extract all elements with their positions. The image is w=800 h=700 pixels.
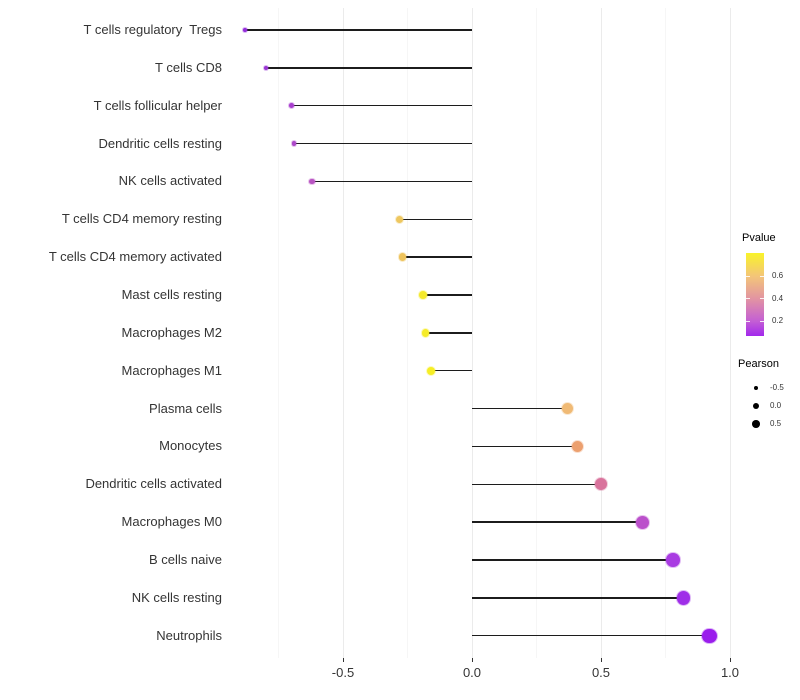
lollipop-stem xyxy=(472,521,643,523)
y-axis-label: Dendritic cells resting xyxy=(98,135,222,151)
colorbar-tick-label: 0.2 xyxy=(772,316,784,326)
legend-pvalue-title: Pvalue xyxy=(742,232,776,244)
y-axis-label: NK cells resting xyxy=(131,589,222,605)
y-axis-label: T cells CD8 xyxy=(155,59,222,75)
lollipop-dot xyxy=(676,590,691,605)
legend-size-label: -0.5 xyxy=(770,383,784,392)
lollipop-dot xyxy=(309,178,315,185)
x-tick-label: -0.5 xyxy=(331,665,355,680)
gridline-minor xyxy=(407,8,408,658)
lollipop-stem xyxy=(312,180,472,183)
lollipop-dot xyxy=(595,478,607,491)
x-tick-mark xyxy=(600,658,602,662)
x-tick-label: 0.5 xyxy=(591,665,611,680)
legend-size-dot xyxy=(752,402,760,410)
lollipop-dot xyxy=(635,515,649,529)
lollipop-dot xyxy=(426,366,435,375)
gridline-major xyxy=(729,8,731,658)
y-axis-label: T cells follicular helper xyxy=(93,97,222,113)
x-tick-label: 0.0 xyxy=(462,665,482,680)
lollipop-stem xyxy=(472,483,601,485)
y-axis-label: Plasma cells xyxy=(149,400,222,416)
lollipop-stem xyxy=(425,332,472,334)
legend-size-row: 0.0 xyxy=(738,397,800,415)
lollipop-dot xyxy=(243,28,247,32)
y-axis-label: Mast cells resting xyxy=(121,286,222,302)
y-axis-label: Monocytes xyxy=(159,438,222,454)
colorbar-tick-label: 0.4 xyxy=(772,293,784,303)
y-axis-label: Macrophages M1 xyxy=(121,362,222,378)
lollipop-stem xyxy=(472,445,578,448)
y-axis-label: Dendritic cells activated xyxy=(85,476,222,492)
lollipop-stem xyxy=(291,105,472,107)
gridline-major xyxy=(600,8,602,658)
x-tick-label: 1.0 xyxy=(720,665,740,680)
y-axis-label: Neutrophils xyxy=(156,627,222,643)
lollipop-dot xyxy=(419,291,427,299)
lollipop-dot xyxy=(396,215,404,223)
y-axis-label: Macrophages M2 xyxy=(121,324,222,340)
lollipop-stem xyxy=(430,370,472,372)
x-tick-mark xyxy=(342,658,344,662)
lollipop-stem xyxy=(472,407,568,410)
lollipop-dot xyxy=(421,328,430,337)
lollipop-dot xyxy=(398,253,406,261)
plot-panel xyxy=(232,8,740,658)
lollipop-stem xyxy=(293,142,472,145)
lollipop-dot xyxy=(291,141,297,146)
x-tick-mark xyxy=(471,658,473,662)
colorbar-tick xyxy=(760,275,764,277)
lollipop-stem xyxy=(472,559,674,561)
lollipop-dot xyxy=(561,403,573,415)
gridline-major xyxy=(342,8,344,658)
legend-size-dot xyxy=(753,385,759,391)
lollipop-stem xyxy=(422,294,472,296)
legend-size-row: 0.5 xyxy=(738,415,800,433)
colorbar-tick xyxy=(746,320,750,322)
lollipop-stem xyxy=(402,256,472,258)
colorbar-tick xyxy=(746,298,750,300)
colorbar-tick xyxy=(760,320,764,322)
lollipop-stem xyxy=(265,67,472,69)
pvalue-gradient-bar xyxy=(746,253,764,336)
lollipop-stem xyxy=(244,29,472,31)
lollipop-dot xyxy=(702,628,717,643)
legend-size-row: -0.5 xyxy=(738,379,800,397)
lollipop-stem xyxy=(472,635,710,637)
lollipop-dot xyxy=(572,440,584,453)
lollipop-dot xyxy=(289,103,294,109)
gridline-minor xyxy=(278,8,279,658)
lollipop-stem xyxy=(472,597,684,599)
legend-pvalue: Pvalue 0.6 0.4 0.2 xyxy=(742,232,800,336)
y-axis-label: NK cells activated xyxy=(118,173,222,189)
legend-pearson: Pearson -0.5 0.0 0.5 xyxy=(738,358,800,428)
y-axis-label: B cells naive xyxy=(149,551,222,567)
x-tick-mark xyxy=(729,658,731,662)
legend-size-label: 0.5 xyxy=(770,419,782,428)
y-axis-label: T cells regulatory Tregs xyxy=(83,22,222,37)
colorbar-tick xyxy=(746,275,750,277)
pvalue-colorbar: 0.6 0.4 0.2 xyxy=(746,253,783,336)
gridline-major xyxy=(471,8,473,658)
y-axis-label: Macrophages M0 xyxy=(121,514,222,530)
y-axis-label: T cells CD4 memory resting xyxy=(61,211,222,227)
lollipop-dot xyxy=(666,553,680,567)
colorbar-tick-label: 0.6 xyxy=(772,271,784,281)
lollipop-stem xyxy=(399,218,472,220)
lollipop-dot xyxy=(263,65,268,70)
legend-pearson-title: Pearson xyxy=(738,358,779,370)
gridline-minor xyxy=(536,8,537,658)
legend-size-label: 0.0 xyxy=(770,401,782,410)
gridline-minor xyxy=(665,8,666,658)
legend-size-dot xyxy=(752,420,760,428)
colorbar-tick xyxy=(760,298,764,300)
y-axis-label: T cells CD4 memory activated xyxy=(48,249,222,265)
